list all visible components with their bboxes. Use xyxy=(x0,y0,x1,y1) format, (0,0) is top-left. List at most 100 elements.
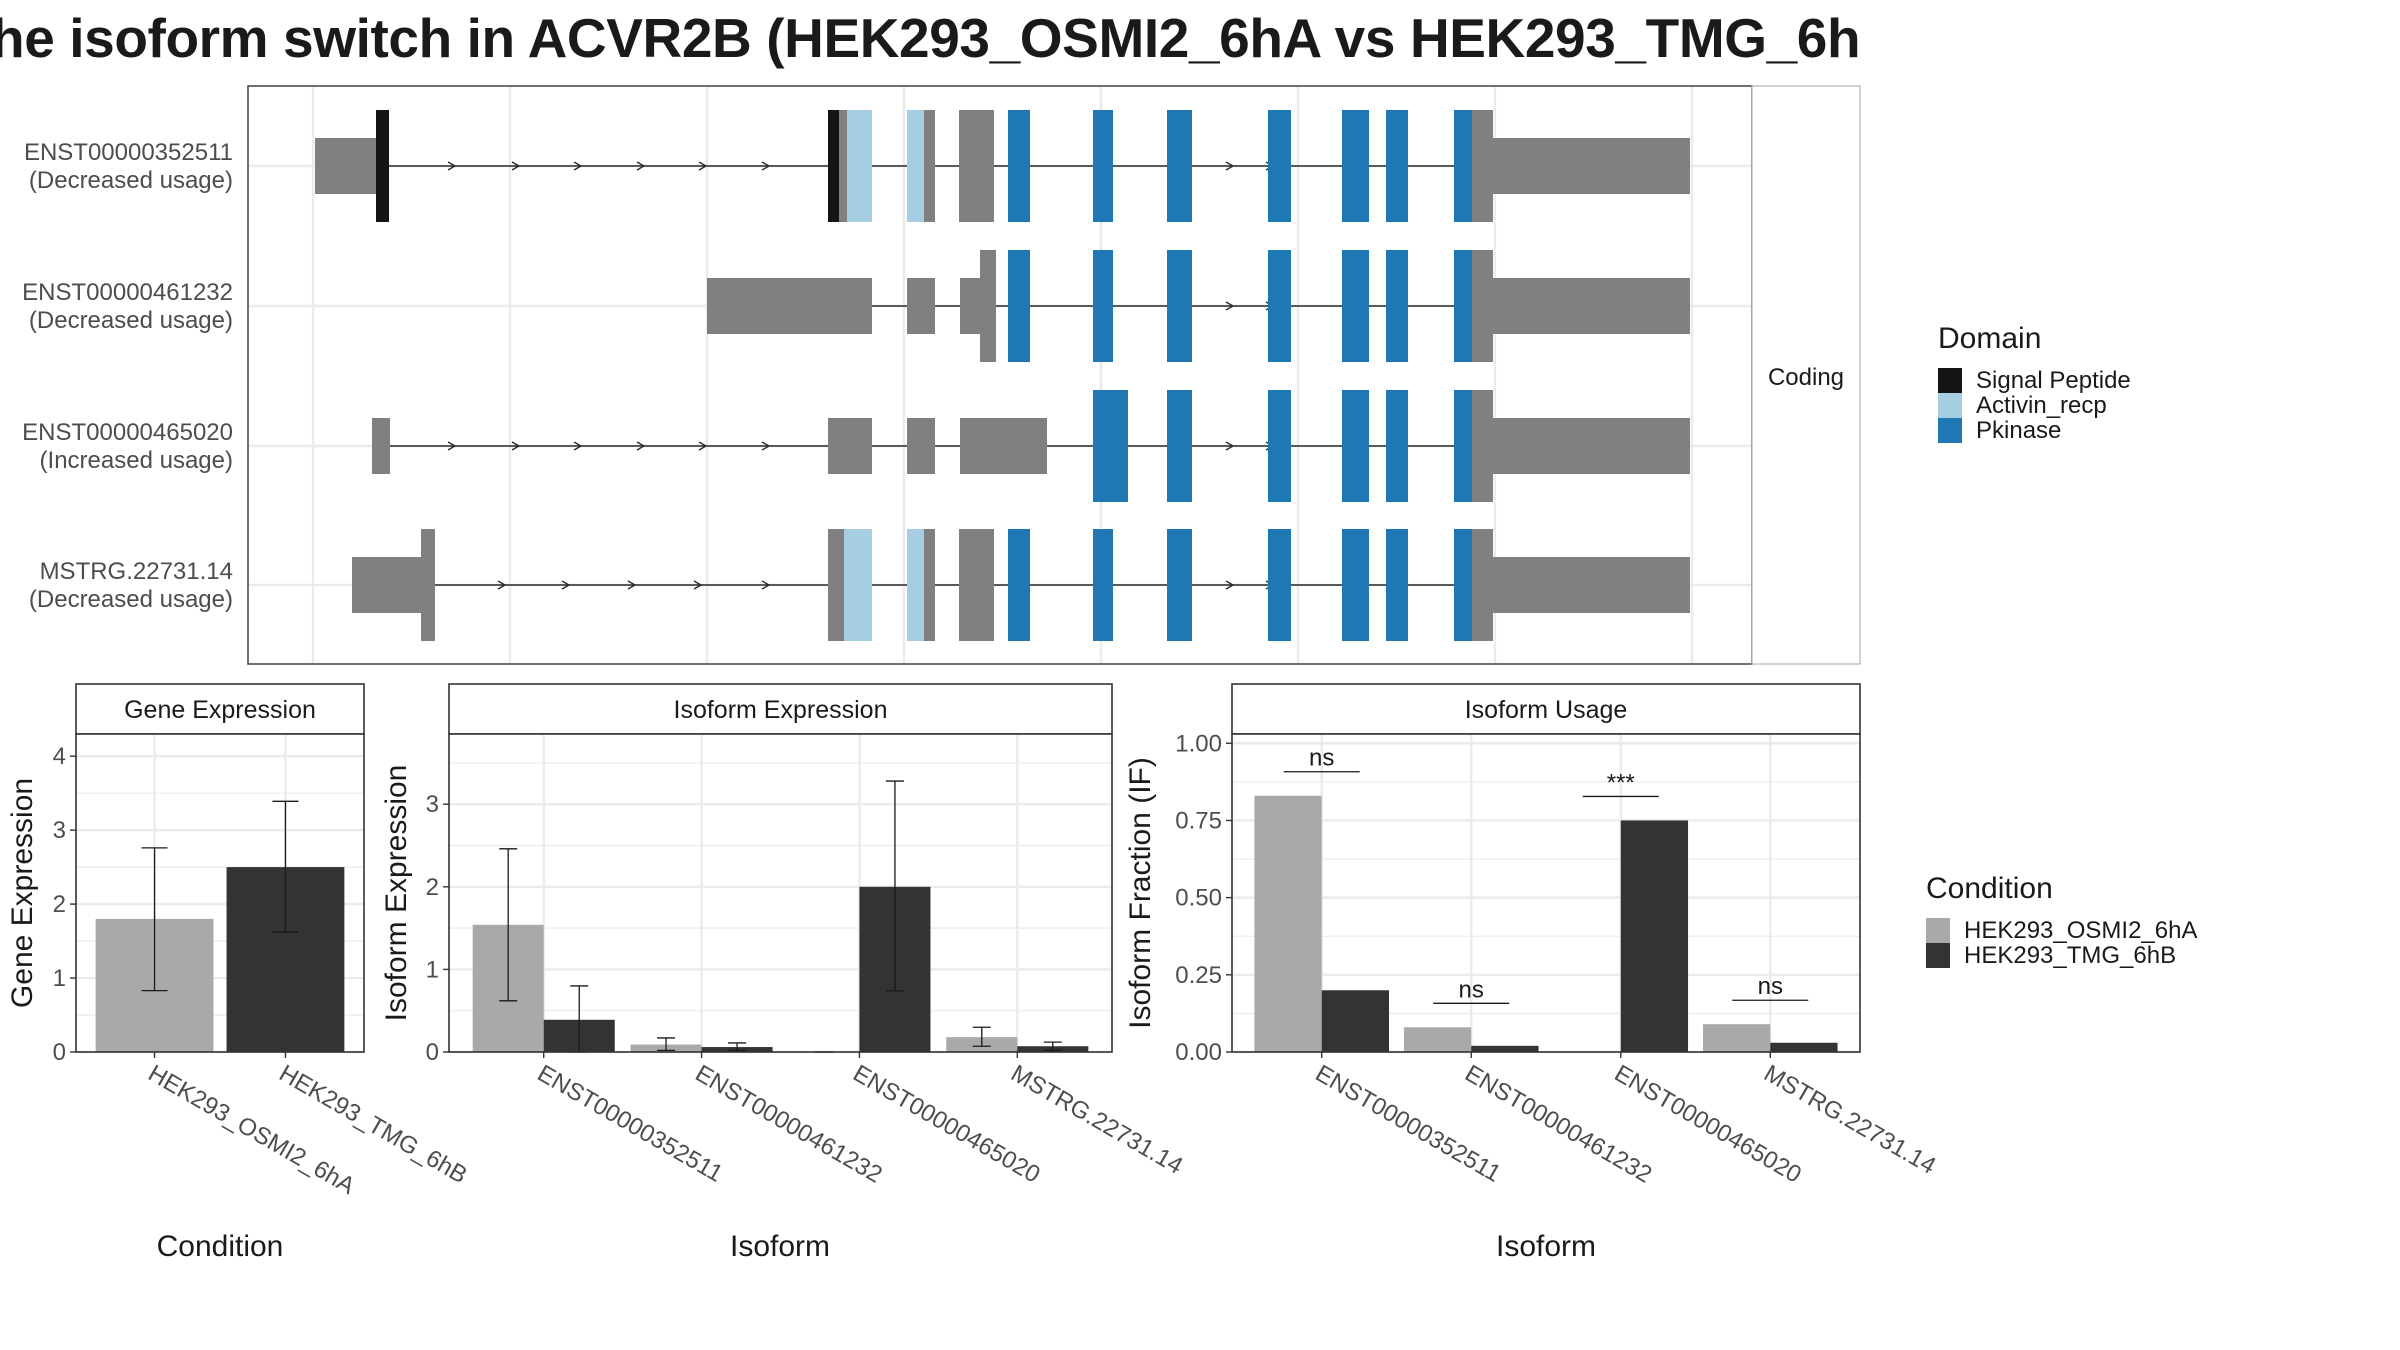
strand-arrow-icon xyxy=(693,580,703,590)
exon xyxy=(1268,250,1291,362)
strand-arrow-icon xyxy=(761,441,771,451)
y-axis-title: Gene Expression xyxy=(6,778,39,1008)
exon xyxy=(1493,418,1690,474)
strip-box xyxy=(1751,85,1861,665)
exon xyxy=(1268,110,1291,222)
exon xyxy=(1472,110,1493,222)
figure-title: he isoform switch in ACVR2B (HEK293_OSMI… xyxy=(0,7,1861,69)
exon xyxy=(707,278,872,334)
panel-bg xyxy=(449,734,1112,1052)
transcript-usage-label: (Decreased usage) xyxy=(29,586,233,613)
bar xyxy=(1770,1042,1838,1052)
transcript-usage-label: (Increased usage) xyxy=(40,447,233,474)
bar xyxy=(1471,1045,1539,1052)
exon xyxy=(1167,529,1192,641)
transcript-id-label: MSTRG.22731.14 xyxy=(40,558,233,585)
strand-arrow-icon xyxy=(636,441,646,451)
strand-arrow-icon xyxy=(511,161,521,171)
exon xyxy=(1454,250,1472,362)
legend-swatch xyxy=(1938,368,1962,393)
exon xyxy=(1493,557,1690,613)
exon xyxy=(828,529,844,641)
exon xyxy=(1454,529,1472,641)
exon xyxy=(839,110,847,222)
y-tick-label: 0 xyxy=(53,1039,66,1066)
y-tick-label: 4 xyxy=(53,743,66,770)
exon xyxy=(1342,529,1369,641)
strand-arrow-icon xyxy=(573,161,583,171)
panel-title: Isoform Expression xyxy=(674,696,888,724)
exon xyxy=(1008,250,1030,362)
strand-arrow-icon xyxy=(511,441,521,451)
exon xyxy=(1268,529,1291,641)
exon xyxy=(376,110,389,222)
y-axis-title: Isoform Expression xyxy=(380,765,413,1022)
exon xyxy=(907,110,924,222)
exon xyxy=(1386,529,1408,641)
y-tick-label: 0 xyxy=(426,1039,439,1066)
y-tick-label: 1 xyxy=(53,965,66,992)
y-tick-label: 1 xyxy=(426,956,439,983)
error-bar xyxy=(728,1042,747,1051)
error-bar xyxy=(972,1026,991,1047)
exon xyxy=(1110,390,1128,502)
exon xyxy=(960,278,980,334)
transcript-usage-label: (Decreased usage) xyxy=(29,167,233,194)
transcript-id-label: ENST00000352511 xyxy=(24,139,233,166)
strand-arrow-icon xyxy=(1225,580,1235,590)
exon xyxy=(372,418,390,474)
error-bar xyxy=(885,780,904,992)
error-bar xyxy=(272,800,299,933)
strand-arrow-icon xyxy=(761,580,771,590)
legend-item-label: HEK293_TMG_6hB xyxy=(1964,942,2176,969)
exon xyxy=(352,557,421,613)
exon xyxy=(1454,390,1472,502)
exon xyxy=(844,529,872,641)
strand-arrow-icon xyxy=(636,161,646,171)
x-axis-title: Isoform xyxy=(730,1230,830,1263)
strand-arrow-icon xyxy=(1225,441,1235,451)
y-axis-title: Isoform Fraction (IF) xyxy=(1124,757,1157,1029)
strand-arrow-icon xyxy=(561,580,571,590)
exon xyxy=(1167,250,1192,362)
exon xyxy=(1472,390,1493,502)
x-axis-title: Isoform xyxy=(1496,1230,1596,1263)
exon xyxy=(959,110,994,222)
panel-strip xyxy=(1231,683,1861,735)
exon xyxy=(1454,110,1472,222)
exon xyxy=(1493,138,1690,194)
exon xyxy=(1008,110,1030,222)
exon xyxy=(959,529,994,641)
y-tick-label: 2 xyxy=(426,874,439,901)
strand-arrow-icon xyxy=(447,441,457,451)
strand-arrow-icon xyxy=(573,441,583,451)
y-tick-label: 3 xyxy=(426,791,439,818)
exon xyxy=(1167,110,1192,222)
strand-arrow-icon xyxy=(627,580,637,590)
bar xyxy=(1620,820,1689,1052)
significance-label: *** xyxy=(1607,769,1635,796)
transcript-id-label: ENST00000461232 xyxy=(22,279,233,306)
exon xyxy=(1493,278,1690,334)
legend-swatch xyxy=(1938,393,1962,418)
legend-swatch xyxy=(1938,418,1962,443)
legend-item-label: Activin_recp xyxy=(1976,392,2107,419)
strand-arrow-icon xyxy=(761,161,771,171)
exon xyxy=(924,110,935,222)
exon xyxy=(1093,110,1113,222)
exon xyxy=(315,138,376,194)
error-bar xyxy=(141,847,168,992)
exon xyxy=(960,418,1047,474)
exon xyxy=(907,418,935,474)
legend-swatch xyxy=(1926,918,1950,943)
exon xyxy=(828,110,839,222)
strand-arrow-icon xyxy=(497,580,507,590)
exon xyxy=(1342,390,1369,502)
error-bar xyxy=(1043,1041,1062,1051)
y-tick-label: 0.00 xyxy=(1175,1039,1222,1066)
panel-border xyxy=(448,733,1113,1053)
exon xyxy=(980,250,996,362)
exon xyxy=(1093,250,1113,362)
exon xyxy=(907,278,935,334)
